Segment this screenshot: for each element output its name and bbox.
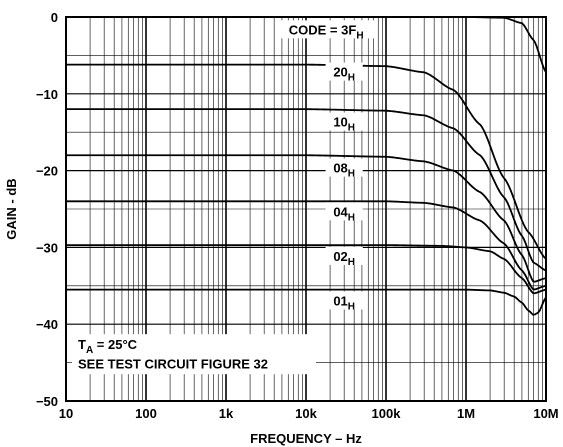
series-label-10: 10H bbox=[325, 112, 363, 134]
x-tick-label: 100 bbox=[135, 406, 157, 421]
series-line-02 bbox=[66, 244, 547, 295]
y-tick-label: −30 bbox=[36, 240, 58, 255]
series-label-08: 08H bbox=[325, 158, 363, 180]
x-axis-title: FREQUENCY – Hz bbox=[250, 431, 362, 446]
y-tick-label: −40 bbox=[36, 317, 58, 332]
series-line-20 bbox=[66, 63, 547, 260]
x-tick-label: 10k bbox=[295, 406, 317, 421]
series-label-bg bbox=[325, 158, 363, 177]
series-label-01: 01H bbox=[325, 291, 363, 312]
y-tick-label: −10 bbox=[36, 87, 58, 102]
series-label-04: 04H bbox=[325, 202, 363, 223]
series-label-text: 01H bbox=[333, 293, 355, 312]
x-tick-label: 10 bbox=[59, 406, 73, 421]
series-label-text: 10H bbox=[333, 115, 355, 134]
series-label-text: 20H bbox=[333, 65, 355, 84]
series-label-bg bbox=[325, 62, 363, 81]
x-tick-label: 1M bbox=[457, 406, 475, 421]
series-lines: CODE = 3FH 20H 10H 08H 04H 02H 01H bbox=[66, 16, 547, 316]
series-line-01 bbox=[66, 288, 547, 316]
series-label-bg bbox=[325, 291, 363, 310]
series-label-3f: CODE = 3FH bbox=[277, 20, 375, 41]
annotation-bg bbox=[72, 334, 316, 375]
x-tick-label: 1k bbox=[219, 406, 234, 421]
annotation-temperature: TA = 25°C bbox=[78, 337, 138, 356]
x-tick-label: 100k bbox=[372, 406, 402, 421]
series-label-text: 04H bbox=[333, 204, 355, 223]
y-tick-label: −50 bbox=[36, 394, 58, 409]
y-tick-labels: 0 −10 −20 −30 −40 −50 bbox=[36, 10, 58, 409]
y-tick-label: 0 bbox=[51, 10, 58, 25]
y-axis-title: GAIN - dB bbox=[4, 178, 19, 239]
x-tick-labels: 10 100 1k 10k 100k 1M 10M bbox=[59, 406, 559, 421]
series-label-text: 02H bbox=[333, 249, 355, 268]
series-label-bg bbox=[325, 246, 363, 265]
x-tick-label: 10M bbox=[533, 406, 558, 421]
series-line-3f bbox=[66, 16, 547, 73]
annotation-test-circuit: SEE TEST CIRCUIT FIGURE 32 bbox=[78, 357, 268, 372]
series-line-10 bbox=[66, 108, 547, 272]
series-label-bg bbox=[277, 20, 375, 39]
y-tick-label: −20 bbox=[36, 164, 58, 179]
series-line-08 bbox=[66, 154, 547, 283]
series-label-bg bbox=[325, 202, 363, 221]
series-label-02: 02H bbox=[325, 246, 363, 268]
series-label-text: CODE = 3FH bbox=[289, 22, 364, 41]
series-line-04 bbox=[66, 200, 547, 291]
series-label-20: 20H bbox=[325, 62, 363, 84]
series-label-bg bbox=[325, 112, 363, 131]
series-label-text: 08H bbox=[333, 161, 355, 180]
